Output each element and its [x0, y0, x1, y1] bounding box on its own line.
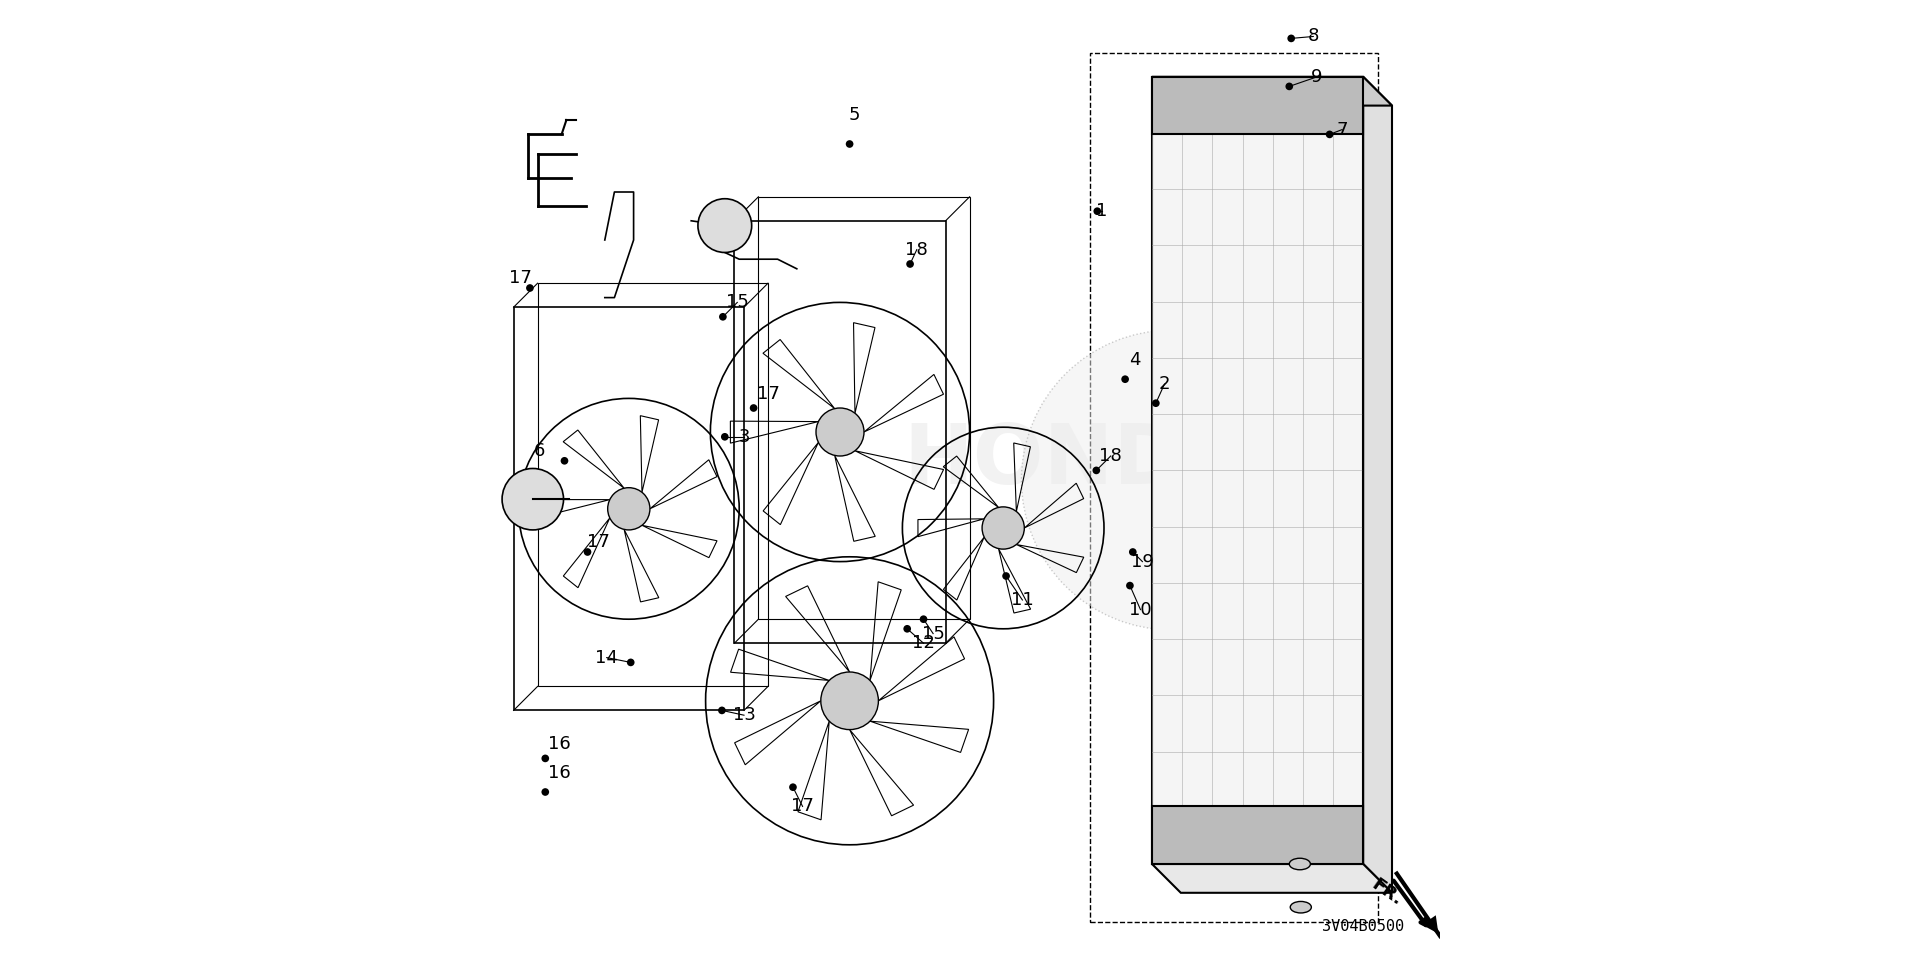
Circle shape — [1125, 582, 1133, 589]
Circle shape — [1092, 467, 1100, 474]
Circle shape — [699, 199, 751, 252]
Text: FR.: FR. — [1369, 876, 1405, 910]
Circle shape — [1286, 35, 1294, 42]
Circle shape — [1094, 207, 1100, 215]
Text: 5: 5 — [849, 107, 860, 124]
Circle shape — [822, 672, 879, 730]
Circle shape — [541, 755, 549, 762]
Text: 9: 9 — [1311, 68, 1323, 85]
Text: HONDA: HONDA — [902, 420, 1248, 501]
Circle shape — [1129, 548, 1137, 556]
Text: 11: 11 — [1012, 591, 1033, 609]
Circle shape — [561, 457, 568, 465]
Circle shape — [501, 468, 564, 530]
Circle shape — [541, 788, 549, 796]
Text: 17: 17 — [791, 798, 814, 815]
Text: 7: 7 — [1336, 121, 1348, 138]
Text: 3V04B0500: 3V04B0500 — [1323, 919, 1404, 934]
Bar — [1089, 53, 1377, 922]
Polygon shape — [1152, 864, 1392, 893]
Circle shape — [1152, 399, 1160, 407]
Text: 4: 4 — [1129, 351, 1140, 369]
Circle shape — [626, 659, 634, 666]
Circle shape — [1121, 375, 1129, 383]
Text: 16: 16 — [549, 764, 570, 781]
Text: 13: 13 — [733, 707, 755, 724]
Circle shape — [718, 707, 726, 714]
Ellipse shape — [1290, 858, 1309, 870]
Polygon shape — [1152, 77, 1392, 106]
Text: 15: 15 — [922, 625, 945, 642]
Circle shape — [920, 615, 927, 623]
Circle shape — [720, 433, 730, 441]
Text: 17: 17 — [756, 385, 780, 402]
Text: 14: 14 — [595, 649, 618, 666]
Bar — [733, 221, 945, 643]
Circle shape — [981, 507, 1025, 549]
Text: 19: 19 — [1131, 553, 1154, 570]
Text: 17: 17 — [588, 534, 609, 551]
Polygon shape — [1363, 77, 1392, 893]
Circle shape — [845, 140, 852, 148]
Text: 12: 12 — [912, 635, 935, 652]
Circle shape — [902, 625, 912, 633]
Circle shape — [607, 488, 649, 530]
Text: 16: 16 — [549, 735, 570, 753]
Circle shape — [906, 260, 914, 268]
Bar — [758, 197, 970, 619]
Text: 10: 10 — [1129, 601, 1152, 618]
Ellipse shape — [1290, 901, 1311, 913]
Text: 8: 8 — [1308, 28, 1319, 45]
Bar — [1152, 806, 1363, 864]
Text: 17: 17 — [509, 270, 532, 287]
Circle shape — [584, 548, 591, 556]
Text: 18: 18 — [1100, 447, 1121, 465]
Circle shape — [1286, 83, 1294, 90]
Text: 3: 3 — [739, 428, 749, 445]
Polygon shape — [1152, 77, 1363, 864]
Bar — [538, 283, 768, 686]
Circle shape — [789, 783, 797, 791]
Circle shape — [749, 404, 756, 412]
Circle shape — [1325, 131, 1332, 138]
Circle shape — [1021, 330, 1321, 630]
Text: 15: 15 — [726, 294, 749, 311]
Circle shape — [1002, 572, 1010, 580]
Circle shape — [718, 313, 726, 321]
Bar — [515, 307, 745, 710]
Text: 18: 18 — [906, 241, 927, 258]
Circle shape — [526, 284, 534, 292]
Text: 1: 1 — [1096, 203, 1108, 220]
Text: 2: 2 — [1160, 375, 1169, 393]
Circle shape — [816, 408, 864, 456]
Bar — [1152, 77, 1363, 134]
Text: 6: 6 — [534, 443, 545, 460]
